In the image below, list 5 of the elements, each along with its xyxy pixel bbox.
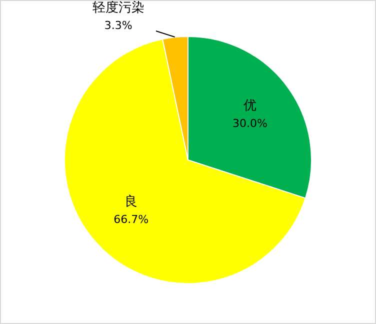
data-label: 30.0% — [232, 116, 268, 130]
slice-label: 良 — [124, 194, 138, 210]
data-label: 66.7% — [114, 213, 149, 226]
data-label: 3.3% — [104, 19, 132, 32]
slice-label: 优 — [243, 98, 256, 114]
